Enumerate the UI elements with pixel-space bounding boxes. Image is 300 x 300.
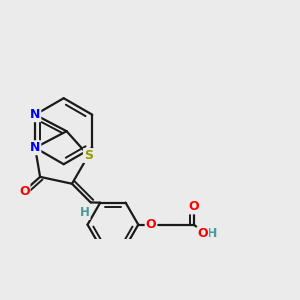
Text: N: N [30, 108, 40, 121]
Text: O: O [188, 200, 199, 213]
Text: O: O [197, 227, 208, 240]
Text: H: H [207, 227, 218, 240]
Text: N: N [30, 141, 40, 154]
Text: H: H [80, 206, 89, 219]
Text: O: O [146, 218, 156, 231]
Text: S: S [84, 149, 93, 162]
Text: O: O [19, 184, 29, 198]
